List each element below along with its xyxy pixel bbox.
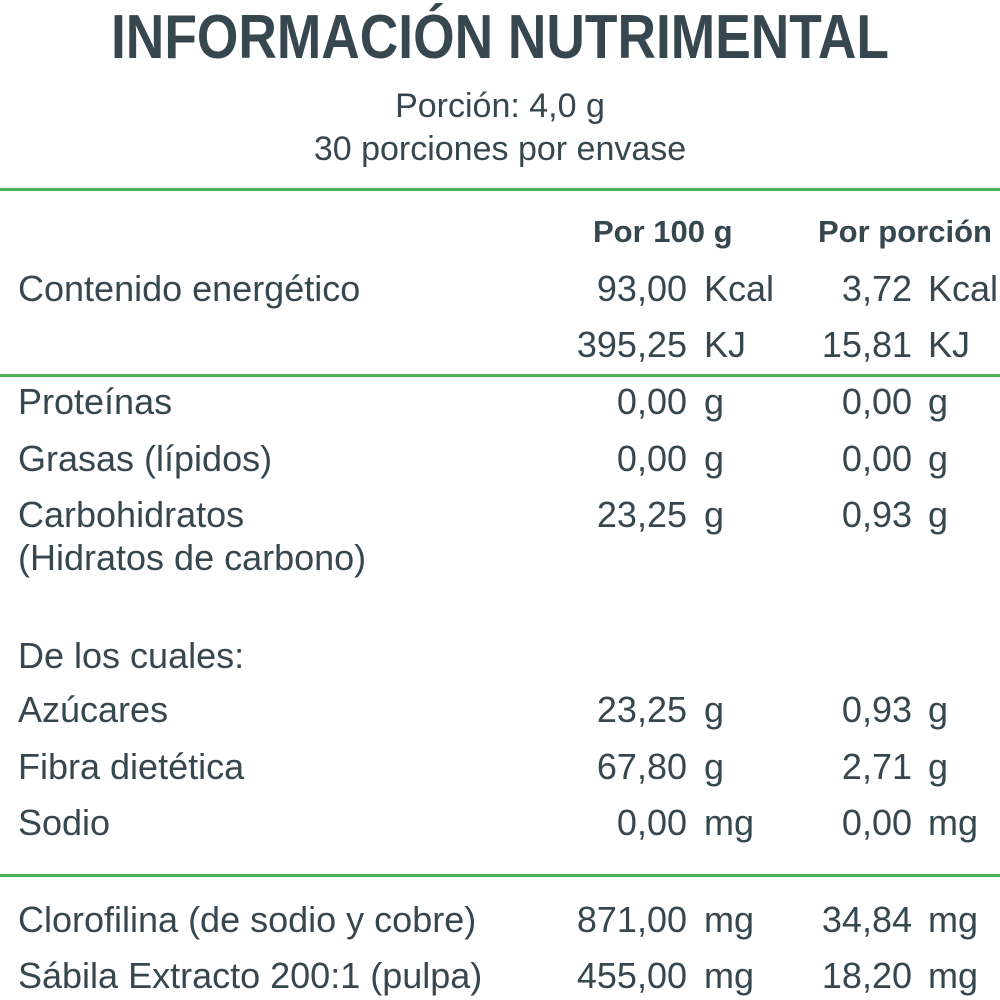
value-per-100g: 93,00 <box>596 268 687 309</box>
unit-per-100g: mg <box>704 802 755 843</box>
row-fibra: Fibra dietética 67,80 g 2,71 g <box>0 745 1000 789</box>
row-label: Sodio <box>18 802 111 843</box>
value-per-100g: 0,00 <box>616 381 687 422</box>
value-per-portion: 0,93 <box>841 494 912 535</box>
column-header-per-100g: Por 100 g <box>593 214 733 249</box>
value-per-portion: 34,84 <box>821 899 912 940</box>
divider-top <box>0 188 1000 191</box>
value-per-portion: 0,93 <box>841 689 912 730</box>
row-label: Fibra dietética <box>18 746 245 787</box>
value-per-portion: 0,00 <box>841 381 912 422</box>
divider-bottom <box>0 874 1000 877</box>
row-label: Sábila Extracto 200:1 (pulpa) <box>18 955 483 996</box>
unit-per-portion: KJ <box>928 324 971 365</box>
unit-per-100g: g <box>704 494 725 535</box>
unit-per-portion: mg <box>928 802 979 843</box>
page-title: INFORMACIÓN NUTRIMENTAL <box>110 3 889 72</box>
row-label: Contenido energético <box>18 268 361 309</box>
portion-size: Porción: 4,0 g <box>395 87 605 125</box>
row-sabila: Sábila Extracto 200:1 (pulpa) 455,00 mg … <box>0 954 1000 998</box>
value-per-portion: 0,00 <box>841 438 912 479</box>
row-label: Proteínas <box>18 381 173 422</box>
unit-per-portion: Kcal <box>928 268 999 309</box>
row-carbohidratos: Carbohidratos 23,25 g 0,93 g <box>0 493 1000 537</box>
servings-per-container: 30 porciones por envase <box>313 130 687 168</box>
unit-per-100g: g <box>704 689 725 730</box>
value-per-portion: 3,72 <box>841 268 912 309</box>
value-per-100g: 23,25 <box>596 689 687 730</box>
unit-per-100g: g <box>704 381 725 422</box>
row-label: Grasas (lípidos) <box>18 438 273 479</box>
row-energy-kj: 395,25 KJ 15,81 KJ <box>0 323 1000 367</box>
unit-per-portion: g <box>928 746 949 787</box>
row-clorofilina: Clorofilina (de sodio y cobre) 871,00 mg… <box>0 898 1000 942</box>
value-per-100g: 0,00 <box>616 802 687 843</box>
unit-per-100g: mg <box>704 899 755 940</box>
value-per-portion: 15,81 <box>821 324 912 365</box>
value-per-100g: 67,80 <box>596 746 687 787</box>
value-per-portion: 18,20 <box>821 955 912 996</box>
row-label: De los cuales: <box>18 635 245 676</box>
value-per-portion: 0,00 <box>841 802 912 843</box>
row-proteinas: Proteínas 0,00 g 0,00 g <box>0 380 1000 424</box>
value-per-100g: 23,25 <box>596 494 687 535</box>
row-label: Azúcares <box>18 689 169 730</box>
unit-per-100g: g <box>704 438 725 479</box>
value-per-100g: 0,00 <box>616 438 687 479</box>
row-azucares: Azúcares 23,25 g 0,93 g <box>0 688 1000 732</box>
unit-per-portion: mg <box>928 955 979 996</box>
divider-middle <box>0 374 1000 377</box>
unit-per-100g: Kcal <box>704 268 775 309</box>
row-energy-kcal: Contenido energético 93,00 Kcal 3,72 Kca… <box>0 267 1000 311</box>
unit-per-portion: g <box>928 438 949 479</box>
column-header-per-portion: Por porción <box>818 214 992 249</box>
row-label-secondary: (Hidratos de carbono) <box>18 537 367 578</box>
unit-per-100g: KJ <box>704 324 747 365</box>
unit-per-portion: g <box>928 494 949 535</box>
row-label: Carbohidratos <box>18 494 245 535</box>
unit-per-portion: g <box>928 689 949 730</box>
unit-per-portion: g <box>928 381 949 422</box>
value-per-100g: 871,00 <box>576 899 687 940</box>
value-per-100g: 395,25 <box>576 324 687 365</box>
value-per-portion: 2,71 <box>841 746 912 787</box>
row-sodio: Sodio 0,00 mg 0,00 mg <box>0 801 1000 845</box>
unit-per-100g: mg <box>704 955 755 996</box>
unit-per-portion: mg <box>928 899 979 940</box>
row-label: Clorofilina (de sodio y cobre) <box>18 899 477 940</box>
value-per-100g: 455,00 <box>576 955 687 996</box>
row-grasas: Grasas (lípidos) 0,00 g 0,00 g <box>0 437 1000 481</box>
row-de-los-cuales: De los cuales: <box>0 634 1000 678</box>
unit-per-100g: g <box>704 746 725 787</box>
